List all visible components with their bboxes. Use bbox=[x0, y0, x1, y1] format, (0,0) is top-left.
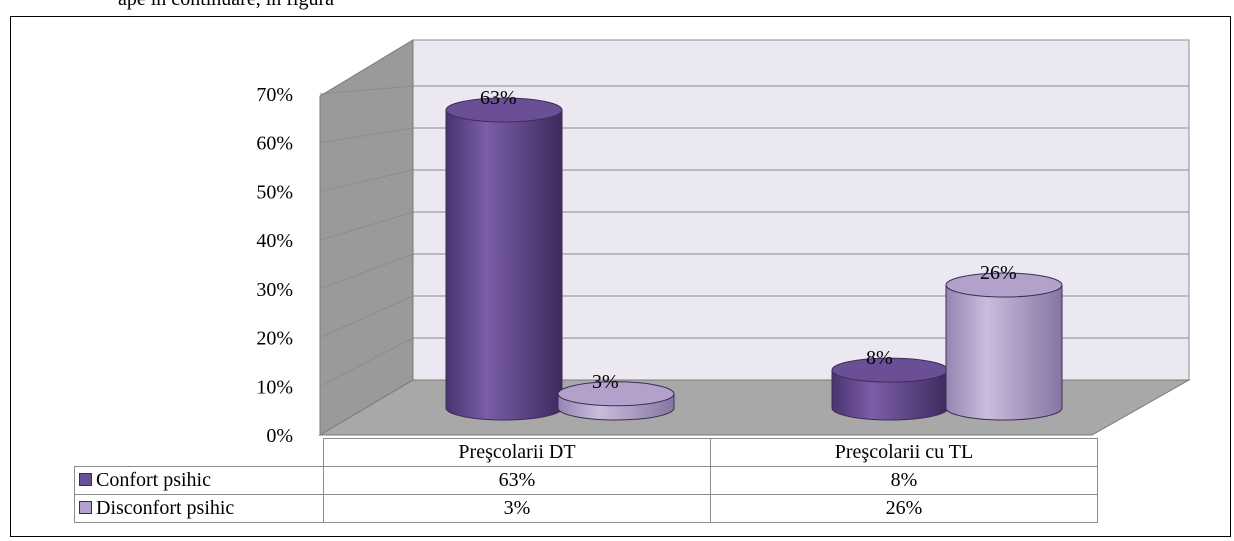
table-row: Confort psihic 63% 8% bbox=[74, 466, 1098, 495]
legend-entry: Disconfort psihic bbox=[74, 494, 324, 523]
table-header-row: Preşcolarii DT Preşcolarii cu TL bbox=[74, 438, 1098, 467]
y-tick-label: 50% bbox=[256, 181, 293, 203]
bar-cylinder-body bbox=[831, 369, 949, 421]
data-label: 3% bbox=[592, 371, 619, 393]
data-table: Preşcolarii DT Preşcolarii cu TL Confort… bbox=[74, 438, 1098, 523]
side-wall bbox=[319, 39, 414, 436]
y-axis-ticks: 0%10%20%30%40%50%60%70% bbox=[256, 84, 293, 447]
data-label: 8% bbox=[866, 347, 893, 369]
table-cell: 26% bbox=[710, 494, 1098, 523]
table-cell: 3% bbox=[323, 494, 711, 523]
legend-label: Confort psihic bbox=[96, 469, 211, 491]
table-cell: 63% bbox=[323, 466, 711, 495]
legend-swatch bbox=[79, 501, 92, 514]
y-tick-label: 10% bbox=[256, 376, 293, 398]
bar-cylinder-body bbox=[945, 284, 1063, 421]
y-tick-label: 20% bbox=[256, 328, 293, 350]
grid-line bbox=[319, 169, 414, 192]
y-tick-label: 70% bbox=[256, 84, 293, 106]
legend-swatch bbox=[79, 473, 92, 486]
grid-line bbox=[319, 85, 414, 95]
bar-cylinder-top bbox=[445, 97, 563, 123]
y-tick-label: 30% bbox=[256, 279, 293, 301]
table-corner bbox=[74, 438, 324, 467]
page-header: ape în continuare, în figura bbox=[0, 0, 1234, 14]
y-tick-label: 40% bbox=[256, 230, 293, 252]
bar-cylinder-top bbox=[945, 272, 1063, 298]
grid-line bbox=[319, 253, 414, 290]
grid-line bbox=[319, 295, 414, 339]
grid-line bbox=[319, 127, 414, 144]
data-label: 26% bbox=[980, 262, 1017, 284]
category-header: Preşcolarii DT bbox=[323, 438, 711, 467]
bars: 63% 8% 3% 26% bbox=[445, 87, 1063, 421]
data-label: 63% bbox=[480, 87, 517, 109]
page-header-text: ape în continuare, în figura bbox=[118, 0, 334, 11]
grid-line bbox=[319, 211, 414, 241]
table-cell: 8% bbox=[710, 466, 1098, 495]
table-row: Disconfort psihic 3% 26% bbox=[74, 494, 1098, 523]
y-tick-label: 60% bbox=[256, 133, 293, 155]
bar-cylinder-top bbox=[557, 381, 675, 407]
chart-frame bbox=[10, 16, 1231, 537]
legend-label: Disconfort psihic bbox=[96, 497, 235, 519]
legend-entry: Confort psihic bbox=[74, 466, 324, 495]
category-header: Preşcolarii cu TL bbox=[710, 438, 1098, 467]
bar-cylinder-body bbox=[445, 109, 563, 421]
grid-line bbox=[319, 337, 414, 387]
